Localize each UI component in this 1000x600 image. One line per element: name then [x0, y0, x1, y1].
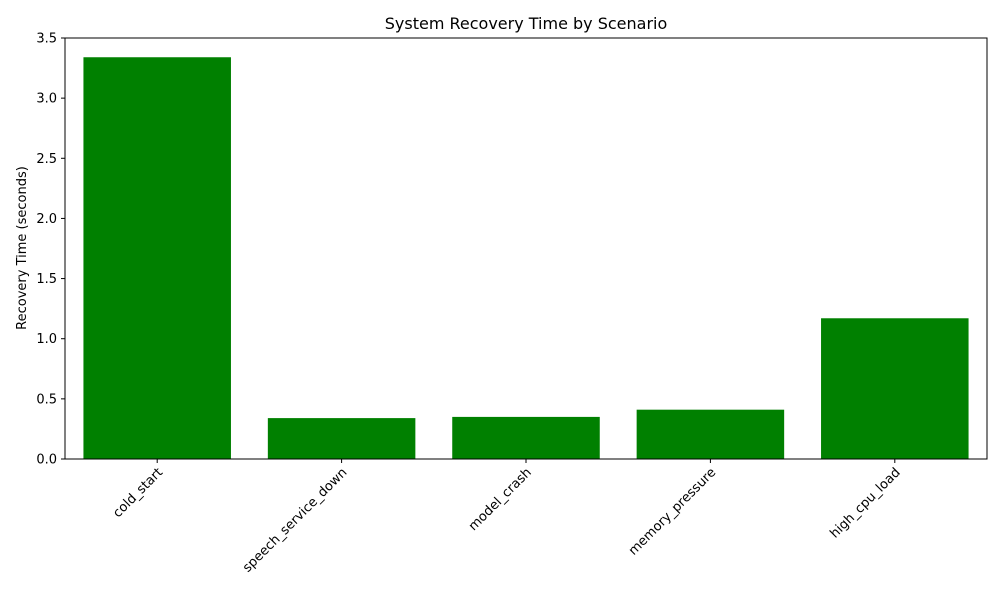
- bar-speech_service_down: [267, 418, 416, 459]
- bars-layer: [83, 57, 969, 459]
- bar-memory_pressure: [636, 409, 785, 459]
- bar-cold_start: [83, 57, 231, 459]
- y-tick-label: 2.0: [36, 212, 57, 227]
- x-tick-label: speech_service_down: [240, 465, 350, 575]
- y-tick-label: 1.5: [36, 272, 57, 287]
- x-tick-label: high_cpu_load: [827, 465, 903, 541]
- x-tick-label: memory_pressure: [626, 465, 719, 558]
- y-axis-label: Recovery Time (seconds): [15, 166, 30, 330]
- chart-title: System Recovery Time by Scenario: [385, 14, 668, 33]
- y-tick-label: 0.5: [36, 392, 57, 407]
- x-tick-label: model_crash: [466, 465, 535, 534]
- plot-area-frame: [64, 37, 988, 460]
- bar-high_cpu_load: [821, 318, 969, 459]
- y-tick-label: 2.5: [36, 152, 57, 167]
- bar-model_crash: [452, 416, 600, 459]
- x-tick-label: cold_start: [110, 465, 166, 521]
- y-tick-label: 3.0: [36, 92, 57, 107]
- x-axis-ticks: cold_start speech_service_down model_crash…: [110, 459, 904, 576]
- y-tick-label: 0.0: [36, 453, 57, 468]
- y-tick-label: 3.5: [36, 32, 57, 47]
- y-axis-ticks: 0.0 0.5 1.0 1.5 2.0 2.5 3.0 3.5: [36, 32, 65, 468]
- y-tick-label: 1.0: [36, 332, 57, 347]
